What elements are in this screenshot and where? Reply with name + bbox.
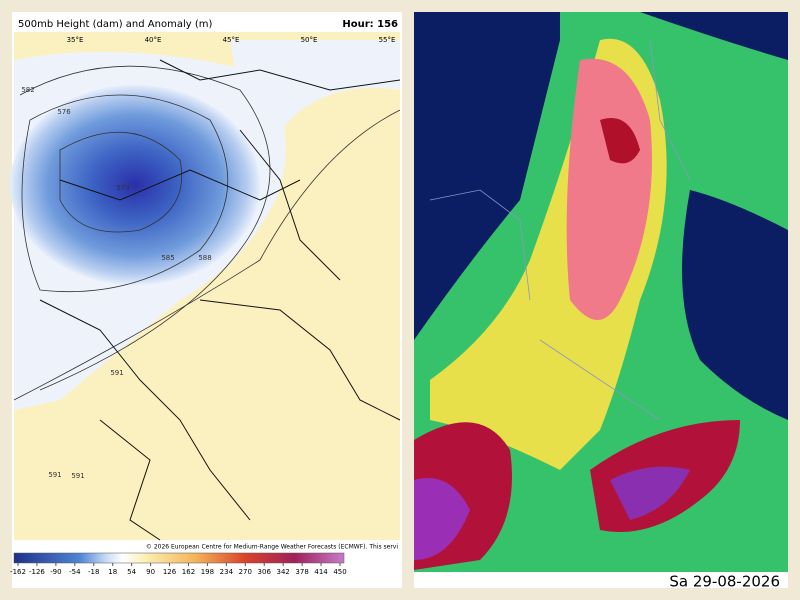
date: Sa 29-08-2026 (669, 573, 780, 591)
colorbar-label: 414 (314, 568, 328, 576)
colorbar-label: 162 (182, 568, 195, 576)
contour-label: 591 (110, 369, 123, 377)
colorbar-label: -54 (69, 568, 81, 576)
colorbar-label: 234 (220, 568, 234, 576)
anomaly-light (230, 40, 400, 136)
right-panel: Sa 29-08-2026 (414, 12, 788, 591)
credit: © 2026 European Centre for Medium-Range … (146, 544, 398, 551)
title: 500mb Height (dam) and Anomaly (m) (18, 19, 212, 30)
colorbar-label: -162 (10, 568, 26, 576)
contour-label: 588 (198, 254, 211, 262)
colorbar-label: -90 (50, 568, 61, 576)
colorbar-label: 198 (201, 568, 214, 576)
contour-label: 591 (48, 471, 61, 479)
left-panel: 500mb Height (dam) and Anomaly (m) Hour:… (10, 12, 402, 588)
contour-label: 573 (116, 184, 129, 192)
colorbar-label: -126 (29, 568, 45, 576)
low-anomaly (10, 85, 260, 285)
borders (39, 59, 401, 541)
land-very-hot (414, 478, 470, 560)
land-hot (566, 58, 652, 320)
colorbar-label: 126 (163, 568, 177, 576)
contour-label: 591 (71, 472, 84, 480)
longitude-label: 35°E (67, 36, 84, 44)
longitude-label: 55°E (379, 36, 396, 44)
contours (13, 65, 401, 401)
colorbar-label: 342 (276, 568, 289, 576)
land-hot (600, 118, 640, 164)
longitude-label: 45°E (223, 36, 240, 44)
contour-label: 582 (21, 86, 34, 94)
land-very-hot (610, 466, 690, 520)
colorbar-label: 90 (146, 568, 155, 576)
contour-label: 585 (161, 254, 174, 262)
colorbar-label: 378 (295, 568, 308, 576)
colorbar-label: 18 (108, 568, 117, 576)
longitude-label: 50°E (301, 36, 318, 44)
contour-label: 576 (57, 108, 71, 116)
colorbar-label: 306 (258, 568, 272, 576)
colorbar-label: 54 (127, 568, 136, 576)
colorbar-scale (13, 552, 345, 564)
colorbar (13, 552, 345, 564)
longitude-label: 40°E (145, 36, 162, 44)
hour: Hour: 156 (342, 19, 398, 30)
colorbar-label: -18 (88, 568, 99, 576)
colorbar-label: 270 (239, 568, 252, 576)
borders (429, 39, 691, 421)
colorbar-label: 450 (333, 568, 346, 576)
gulf (688, 190, 788, 344)
